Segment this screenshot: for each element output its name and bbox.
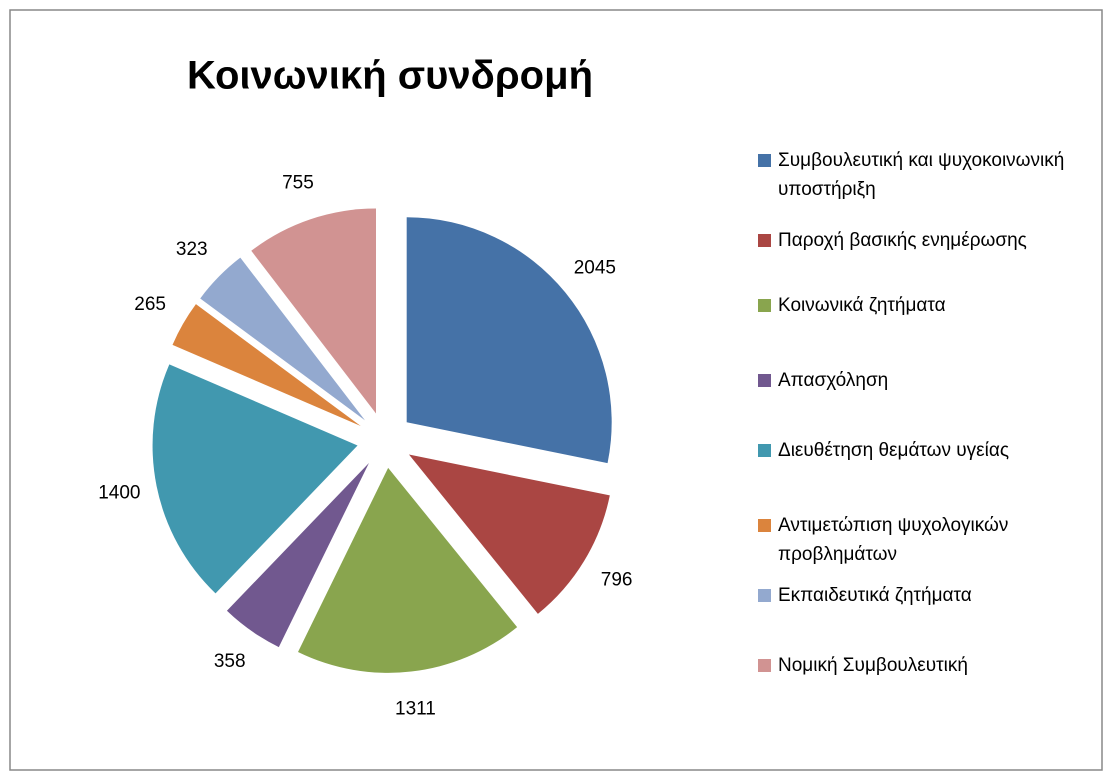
legend-swatch [758,589,771,602]
legend-item: Εκπαιδευτικά ζητήματα [758,581,1098,610]
pie-slice [152,364,358,594]
legend-swatch [758,374,771,387]
legend-label: Διευθέτηση θεμάτων υγείας [778,440,1009,461]
data-label: 265 [134,294,166,315]
data-label: 796 [601,570,633,591]
chart-title: Κοινωνική συνδρομή [187,54,593,98]
legend-swatch [758,299,771,312]
legend-swatch [758,444,771,457]
pie-slice [200,257,366,421]
legend-label: Αντιμετώπιση ψυχολογικών προβλημάτων [778,515,1009,565]
legend-swatch [758,234,771,247]
data-label: 1400 [98,483,140,504]
data-label: 358 [214,651,246,672]
legend-item: Κοινωνικά ζητήματα [758,291,1098,320]
pie-slice [251,208,377,414]
pie-slice [406,217,612,464]
legend-label: Απασχόληση [778,370,889,391]
legend-swatch [758,659,771,672]
legend-label: Παροχή βασικής ενημέρωσης [778,230,1027,251]
legend-swatch [758,519,771,532]
legend-item: Νομική Συμβουλευτική [758,651,1098,680]
data-label: 1311 [395,698,436,719]
pie-slice [298,467,518,673]
pie-slice [172,304,361,427]
legend-item: Αντιμετώπιση ψυχολογικών προβλημάτων [758,511,1098,569]
legend-label: Εκπαιδευτικά ζητήματα [778,585,972,606]
pie-slice [408,454,610,614]
legend-item: Παροχή βασικής ενημέρωσης [758,226,1098,255]
legend-label: Κοινωνικά ζητήματα [778,295,946,316]
legend-item: Απασχόληση [758,366,1098,395]
legend-label: Συμβουλευτική και ψυχοκοινωνική υποστήρι… [778,150,1065,200]
pie-slice [226,462,369,648]
legend-label: Νομική Συμβουλευτική [778,655,968,676]
data-label: 2045 [574,258,616,279]
data-label: 755 [282,172,314,193]
legend-swatch [758,154,771,167]
data-label: 323 [176,239,208,260]
legend-item: Διευθέτηση θεμάτων υγείας [758,436,1098,465]
legend-item: Συμβουλευτική και ψυχοκοινωνική υποστήρι… [758,146,1098,204]
